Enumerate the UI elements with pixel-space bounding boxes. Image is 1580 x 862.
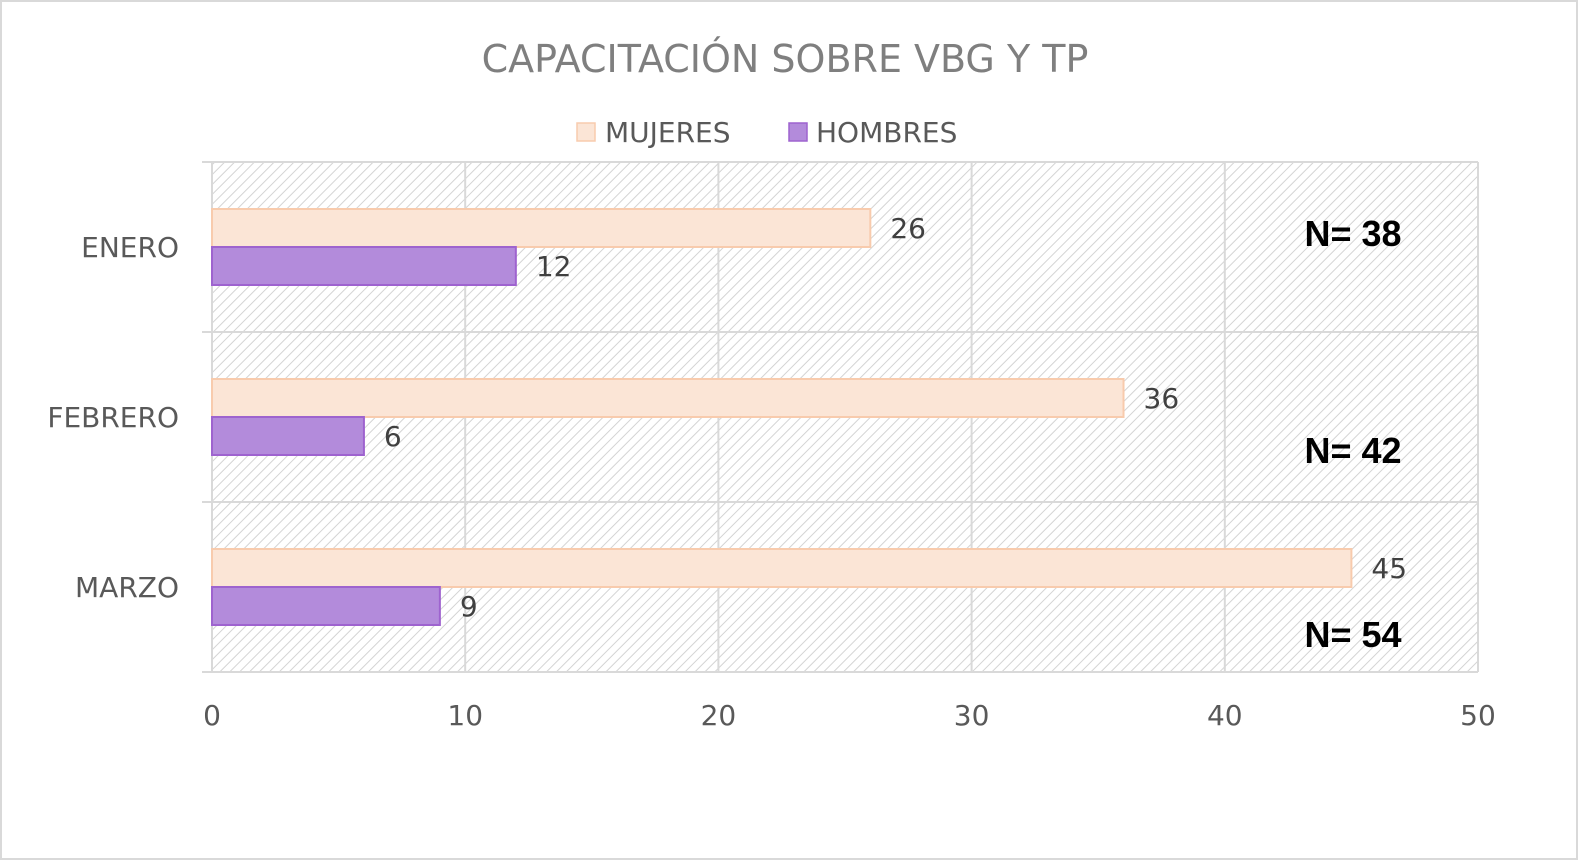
legend-label-hombres: HOMBRES: [816, 116, 957, 149]
legend-label-mujeres: MUJERES: [605, 116, 731, 149]
n-annotation-febrero: N= 42: [1304, 430, 1401, 471]
legend-swatch-mujeres: [576, 122, 596, 142]
n-annotation-enero: N= 38: [1304, 213, 1401, 254]
category-label-febrero: FEBRERO: [47, 401, 179, 434]
bar-mujeres-enero: [211, 208, 872, 248]
bar-mujeres-febrero: [211, 378, 1125, 418]
category-label-enero: ENERO: [81, 231, 179, 264]
x-tick-label: 50: [1460, 699, 1496, 732]
bar-hombres-marzo: [211, 586, 441, 626]
bar-mujeres-marzo: [211, 548, 1353, 588]
category-label-marzo: MARZO: [75, 571, 179, 604]
bar-hombres-febrero: [211, 416, 365, 456]
n-annotation-marzo: N= 54: [1304, 614, 1401, 655]
data-label-hombres-febrero: 6: [384, 420, 402, 453]
x-tick-label: 10: [447, 699, 483, 732]
data-label-hombres-marzo: 9: [460, 590, 478, 623]
data-label-mujeres-marzo: 45: [1371, 552, 1407, 585]
x-tick-label: 30: [954, 699, 990, 732]
x-tick-label: 20: [701, 699, 737, 732]
labels-layer: 0 10 20 30 40 50 ENERO 26 12 FEBRERO 36 6 MARZO 45 9: [47, 212, 1495, 732]
legend: MUJERES HOMBRES: [576, 116, 957, 149]
x-tick-label: 40: [1207, 699, 1243, 732]
legend-swatch-hombres: [788, 122, 808, 142]
bar-hombres-enero: [211, 246, 517, 286]
data-label-hombres-enero: 12: [536, 250, 572, 283]
data-label-mujeres-febrero: 36: [1144, 382, 1180, 415]
x-tick-label: 0: [203, 699, 221, 732]
chart-title: CAPACITACIÓN SOBRE VBG Y TP: [482, 37, 1089, 81]
data-label-mujeres-enero: 26: [890, 212, 926, 245]
bars-layer: [211, 208, 1353, 626]
